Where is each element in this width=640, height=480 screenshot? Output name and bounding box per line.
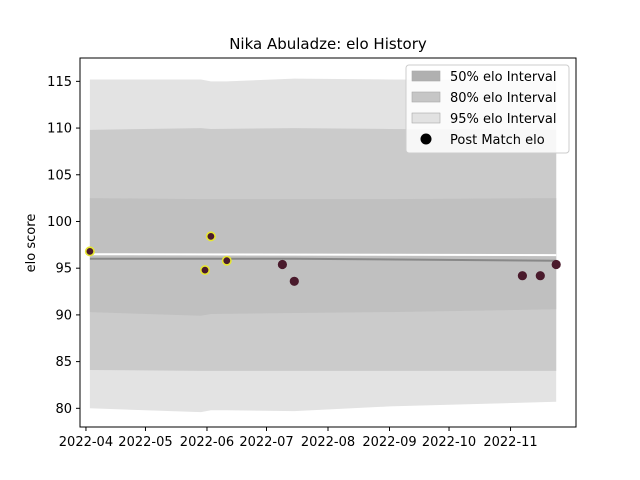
legend-swatch xyxy=(411,91,441,103)
x-tick-label: 2022-10 xyxy=(422,435,476,450)
post-match-point xyxy=(535,271,545,281)
chart-title: Nika Abuladze: elo History xyxy=(229,35,427,53)
median-elo-line xyxy=(89,257,557,262)
x-tick-label: 2022-09 xyxy=(362,435,416,450)
legend-marker xyxy=(420,133,432,145)
legend-box xyxy=(405,64,570,154)
x-tick-label: 2022-06 xyxy=(180,435,234,450)
post-match-point xyxy=(289,276,299,286)
x-axis: 2022-04 2022-05 2022-06 2022-07 2022-08 2022-… xyxy=(59,427,538,450)
interval-band-3 xyxy=(89,198,557,316)
x-tick-label: 2022-11 xyxy=(483,435,537,450)
legend-swatch xyxy=(411,112,441,124)
post-match-point xyxy=(200,265,211,276)
legend-swatch xyxy=(411,70,441,82)
x-tick-label: 2022-08 xyxy=(301,435,355,450)
y-tick-label: 85 xyxy=(55,355,72,370)
post-match-point xyxy=(517,271,528,281)
y-tick-label: 95 xyxy=(55,262,72,277)
legend-label: 80% elo Interval xyxy=(450,91,557,106)
x-tick-label: 2022-04 xyxy=(59,435,113,450)
y-tick-label: 80 xyxy=(55,402,72,417)
plot-area xyxy=(79,57,577,428)
y-axis-label: elo score xyxy=(24,214,39,273)
x-tick-label: 2022-07 xyxy=(239,435,293,450)
legend-label: 50% elo Interval xyxy=(450,70,557,85)
x-tick-label: 2022-05 xyxy=(118,435,172,450)
y-tick-label: 90 xyxy=(55,308,72,323)
legend-label: 95% elo Interval xyxy=(450,112,557,127)
legend-label: Post Match elo xyxy=(450,133,545,148)
y-tick-label: 100 xyxy=(47,215,72,230)
post-match-point xyxy=(551,259,561,270)
y-tick-label: 110 xyxy=(47,122,72,137)
mean-elo-line xyxy=(89,253,557,257)
post-match-point xyxy=(84,246,95,257)
post-match-point xyxy=(277,259,287,270)
y-axis: 80 85 90 95 100 105 110 115 xyxy=(47,75,80,417)
y-tick-label: 115 xyxy=(47,75,72,90)
post-match-point xyxy=(221,255,232,266)
legend: 50% elo Interval 80% elo Interval 95% elo … xyxy=(405,64,570,154)
post-match-point xyxy=(205,231,216,242)
y-tick-label: 105 xyxy=(47,168,72,183)
